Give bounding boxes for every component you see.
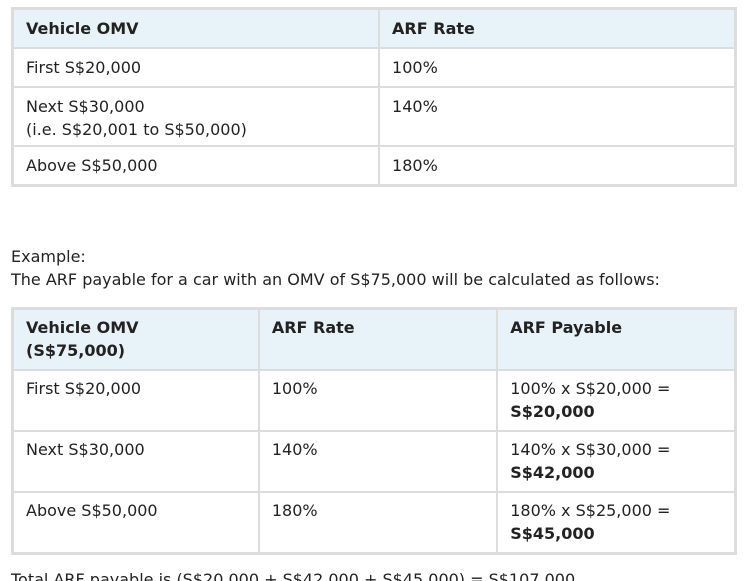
payable-result: S$20,000: [510, 402, 595, 421]
example-label: Example:: [11, 247, 86, 266]
example-calculation-table: Vehicle OMV (S$75,000) ARF Rate ARF Paya…: [11, 307, 737, 555]
table-row: Above S$50,000 180% 180% x S$25,000 = S$…: [13, 492, 735, 553]
table-row: Next S$30,000 140% 140% x S$30,000 = S$4…: [13, 431, 735, 492]
header-vehicle-omv: Vehicle OMV: [13, 9, 380, 48]
omv-note: (i.e. S$20,001 to S$50,000): [26, 120, 247, 139]
rate-cell: 180%: [258, 492, 498, 553]
table-row: Above S$50,000 180%: [13, 146, 735, 185]
payable-cell: 100% x S$20,000 = S$20,000: [497, 370, 735, 431]
header-arf-rate: ARF Rate: [379, 9, 735, 48]
payable-calc: 140% x S$30,000 =: [510, 440, 671, 459]
payable-cell: 140% x S$30,000 = S$42,000: [497, 431, 735, 492]
table-row: First S$20,000 100%: [13, 48, 735, 87]
omv-cell: First S$20,000: [13, 48, 380, 87]
header-arf-payable: ARF Payable: [497, 309, 735, 370]
rate-cell: 100%: [379, 48, 735, 87]
total-arf-line: Total ARF payable is (S$20,000 + S$42,00…: [11, 570, 576, 581]
header-omv-line2: (S$75,000): [26, 341, 126, 360]
header-omv-line1: Vehicle OMV: [26, 318, 139, 337]
table-row: First S$20,000 100% 100% x S$20,000 = S$…: [13, 370, 735, 431]
payable-cell: 180% x S$25,000 = S$45,000: [497, 492, 735, 553]
payable-calc: 100% x S$20,000 =: [510, 379, 671, 398]
rate-cell: 100%: [258, 370, 498, 431]
omv-cell: Above S$50,000: [13, 146, 380, 185]
payable-result: S$45,000: [510, 524, 595, 543]
omv-cell: Next S$30,000 (i.e. S$20,001 to S$50,000…: [13, 87, 380, 146]
payable-result: S$42,000: [510, 463, 595, 482]
arf-rate-table: Vehicle OMV ARF Rate First S$20,000 100%…: [11, 7, 737, 187]
table-header-row: Vehicle OMV (S$75,000) ARF Rate ARF Paya…: [13, 309, 735, 370]
omv-label: Next S$30,000: [26, 97, 145, 116]
rate-cell: 180%: [379, 146, 735, 185]
omv-cell: First S$20,000: [13, 370, 259, 431]
rate-cell: 140%: [379, 87, 735, 146]
example-section: Example: The ARF payable for a car with …: [11, 245, 660, 291]
table-header-row: Vehicle OMV ARF Rate: [13, 9, 735, 48]
table-row: Next S$30,000 (i.e. S$20,001 to S$50,000…: [13, 87, 735, 146]
header-arf-rate: ARF Rate: [258, 309, 498, 370]
rate-cell: 140%: [258, 431, 498, 492]
example-description: The ARF payable for a car with an OMV of…: [11, 270, 660, 289]
header-vehicle-omv: Vehicle OMV (S$75,000): [13, 309, 259, 370]
payable-calc: 180% x S$25,000 =: [510, 501, 671, 520]
omv-cell: Next S$30,000: [13, 431, 259, 492]
omv-cell: Above S$50,000: [13, 492, 259, 553]
